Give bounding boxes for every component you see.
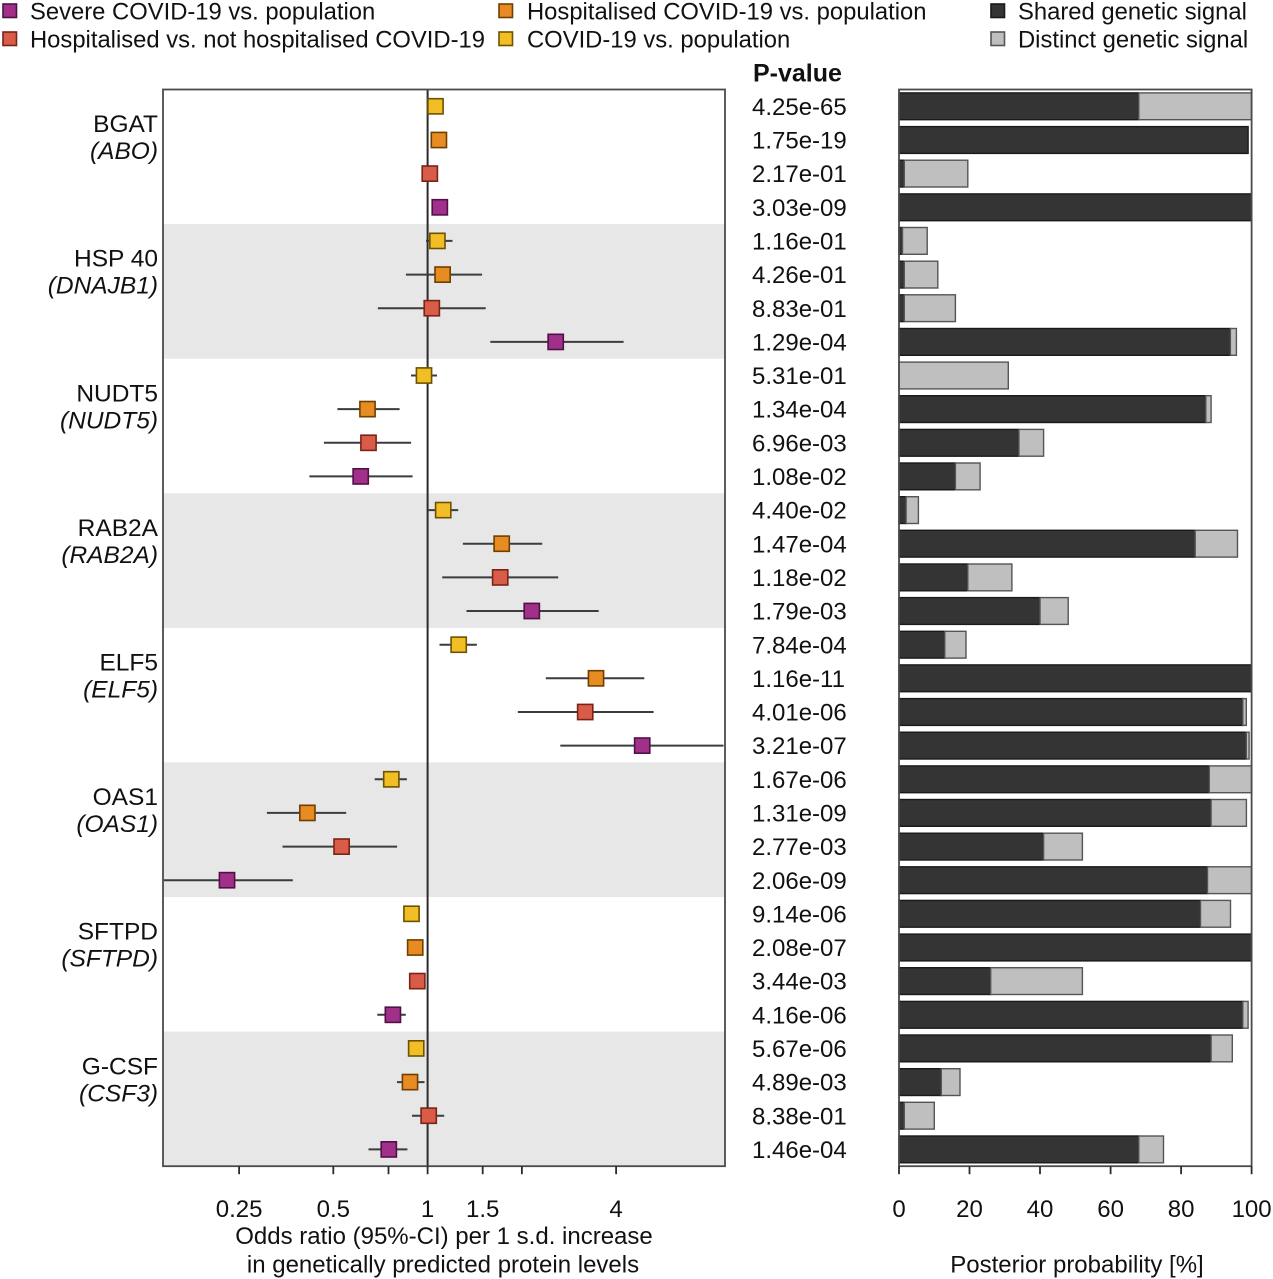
svg-text:1.16e-11: 1.16e-11 bbox=[752, 666, 845, 693]
svg-text:1.67e-06: 1.67e-06 bbox=[752, 767, 847, 794]
svg-text:COVID-19 vs. population: COVID-19 vs. population bbox=[527, 27, 790, 54]
svg-text:(NUDT5): (NUDT5) bbox=[60, 407, 158, 434]
svg-text:Odds ratio (95%-CI) per 1 s.d.: Odds ratio (95%-CI) per 1 s.d. increase bbox=[235, 1223, 653, 1250]
svg-text:0: 0 bbox=[892, 1196, 905, 1223]
svg-text:7.84e-04: 7.84e-04 bbox=[752, 632, 847, 659]
svg-text:Severe COVID-19 vs. population: Severe COVID-19 vs. population bbox=[30, 0, 375, 26]
svg-text:4: 4 bbox=[609, 1196, 622, 1223]
svg-text:4.89e-03: 4.89e-03 bbox=[752, 1070, 847, 1097]
svg-text:4.16e-06: 4.16e-06 bbox=[752, 1002, 847, 1029]
svg-text:3.03e-09: 3.03e-09 bbox=[752, 195, 847, 222]
svg-text:6.96e-03: 6.96e-03 bbox=[752, 430, 847, 457]
svg-text:4.40e-02: 4.40e-02 bbox=[752, 498, 847, 525]
svg-text:1.46e-04: 1.46e-04 bbox=[752, 1137, 847, 1164]
svg-text:20: 20 bbox=[956, 1196, 983, 1223]
svg-text:1.75e-19: 1.75e-19 bbox=[752, 128, 847, 155]
svg-text:Distinct genetic signal: Distinct genetic signal bbox=[1018, 27, 1248, 54]
svg-text:Hospitalised COVID-19 vs. popu: Hospitalised COVID-19 vs. population bbox=[527, 0, 926, 26]
svg-text:1.18e-02: 1.18e-02 bbox=[752, 565, 847, 592]
svg-text:100: 100 bbox=[1232, 1196, 1272, 1223]
svg-text:(CSF3): (CSF3) bbox=[79, 1080, 158, 1107]
svg-text:5.31e-01: 5.31e-01 bbox=[752, 363, 847, 390]
svg-text:60: 60 bbox=[1097, 1196, 1124, 1223]
svg-text:(RAB2A): (RAB2A) bbox=[61, 542, 158, 569]
svg-text:P-value: P-value bbox=[753, 60, 842, 88]
svg-text:3.21e-07: 3.21e-07 bbox=[752, 733, 847, 760]
svg-text:1.29e-04: 1.29e-04 bbox=[752, 330, 847, 357]
svg-text:1.79e-03: 1.79e-03 bbox=[752, 599, 847, 626]
svg-text:OAS1: OAS1 bbox=[93, 784, 158, 811]
svg-text:(SFTPD): (SFTPD) bbox=[61, 946, 158, 973]
svg-text:8.38e-01: 8.38e-01 bbox=[752, 1103, 847, 1130]
svg-text:4.25e-65: 4.25e-65 bbox=[752, 94, 847, 121]
svg-text:(OAS1): (OAS1) bbox=[76, 811, 158, 838]
svg-text:4.26e-01: 4.26e-01 bbox=[752, 262, 847, 289]
svg-text:4.01e-06: 4.01e-06 bbox=[752, 700, 847, 727]
svg-text:2.08e-07: 2.08e-07 bbox=[752, 935, 847, 962]
svg-text:1.5: 1.5 bbox=[466, 1196, 499, 1223]
svg-text:HSP 40: HSP 40 bbox=[74, 246, 158, 273]
svg-text:BGAT: BGAT bbox=[93, 111, 158, 138]
svg-text:80: 80 bbox=[1168, 1196, 1195, 1223]
svg-text:(ELF5): (ELF5) bbox=[83, 677, 158, 704]
svg-text:2.17e-01: 2.17e-01 bbox=[752, 161, 847, 188]
svg-text:SFTPD: SFTPD bbox=[78, 919, 158, 946]
svg-text:NUDT5: NUDT5 bbox=[76, 380, 158, 407]
svg-text:1.16e-01: 1.16e-01 bbox=[752, 229, 847, 256]
svg-text:Posterior probability [%]: Posterior probability [%] bbox=[950, 1252, 1203, 1279]
svg-text:2.77e-03: 2.77e-03 bbox=[752, 834, 847, 861]
svg-text:(ABO): (ABO) bbox=[90, 138, 158, 165]
svg-text:0.25: 0.25 bbox=[216, 1196, 263, 1223]
svg-text:1.47e-04: 1.47e-04 bbox=[752, 531, 847, 558]
svg-text:9.14e-06: 9.14e-06 bbox=[752, 901, 847, 928]
svg-text:3.44e-03: 3.44e-03 bbox=[752, 969, 847, 996]
svg-text:5.67e-06: 5.67e-06 bbox=[752, 1036, 847, 1063]
svg-text:1.34e-04: 1.34e-04 bbox=[752, 397, 847, 424]
svg-text:RAB2A: RAB2A bbox=[78, 515, 159, 542]
svg-text:40: 40 bbox=[1027, 1196, 1054, 1223]
svg-text:(DNAJB1): (DNAJB1) bbox=[48, 273, 158, 300]
svg-text:ELF5: ELF5 bbox=[99, 650, 158, 677]
svg-text:2.06e-09: 2.06e-09 bbox=[752, 868, 847, 895]
svg-text:1.31e-09: 1.31e-09 bbox=[752, 801, 847, 828]
svg-text:1.08e-02: 1.08e-02 bbox=[752, 464, 847, 491]
svg-text:Shared genetic signal: Shared genetic signal bbox=[1018, 0, 1247, 26]
svg-text:G-CSF: G-CSF bbox=[82, 1053, 158, 1080]
svg-text:0.5: 0.5 bbox=[317, 1196, 350, 1223]
svg-text:Hospitalised vs. not hospitali: Hospitalised vs. not hospitalised COVID-… bbox=[30, 27, 485, 54]
svg-text:in genetically predicted prote: in genetically predicted protein levels bbox=[247, 1252, 639, 1279]
svg-text:1: 1 bbox=[421, 1196, 434, 1223]
svg-text:8.83e-01: 8.83e-01 bbox=[752, 296, 847, 323]
